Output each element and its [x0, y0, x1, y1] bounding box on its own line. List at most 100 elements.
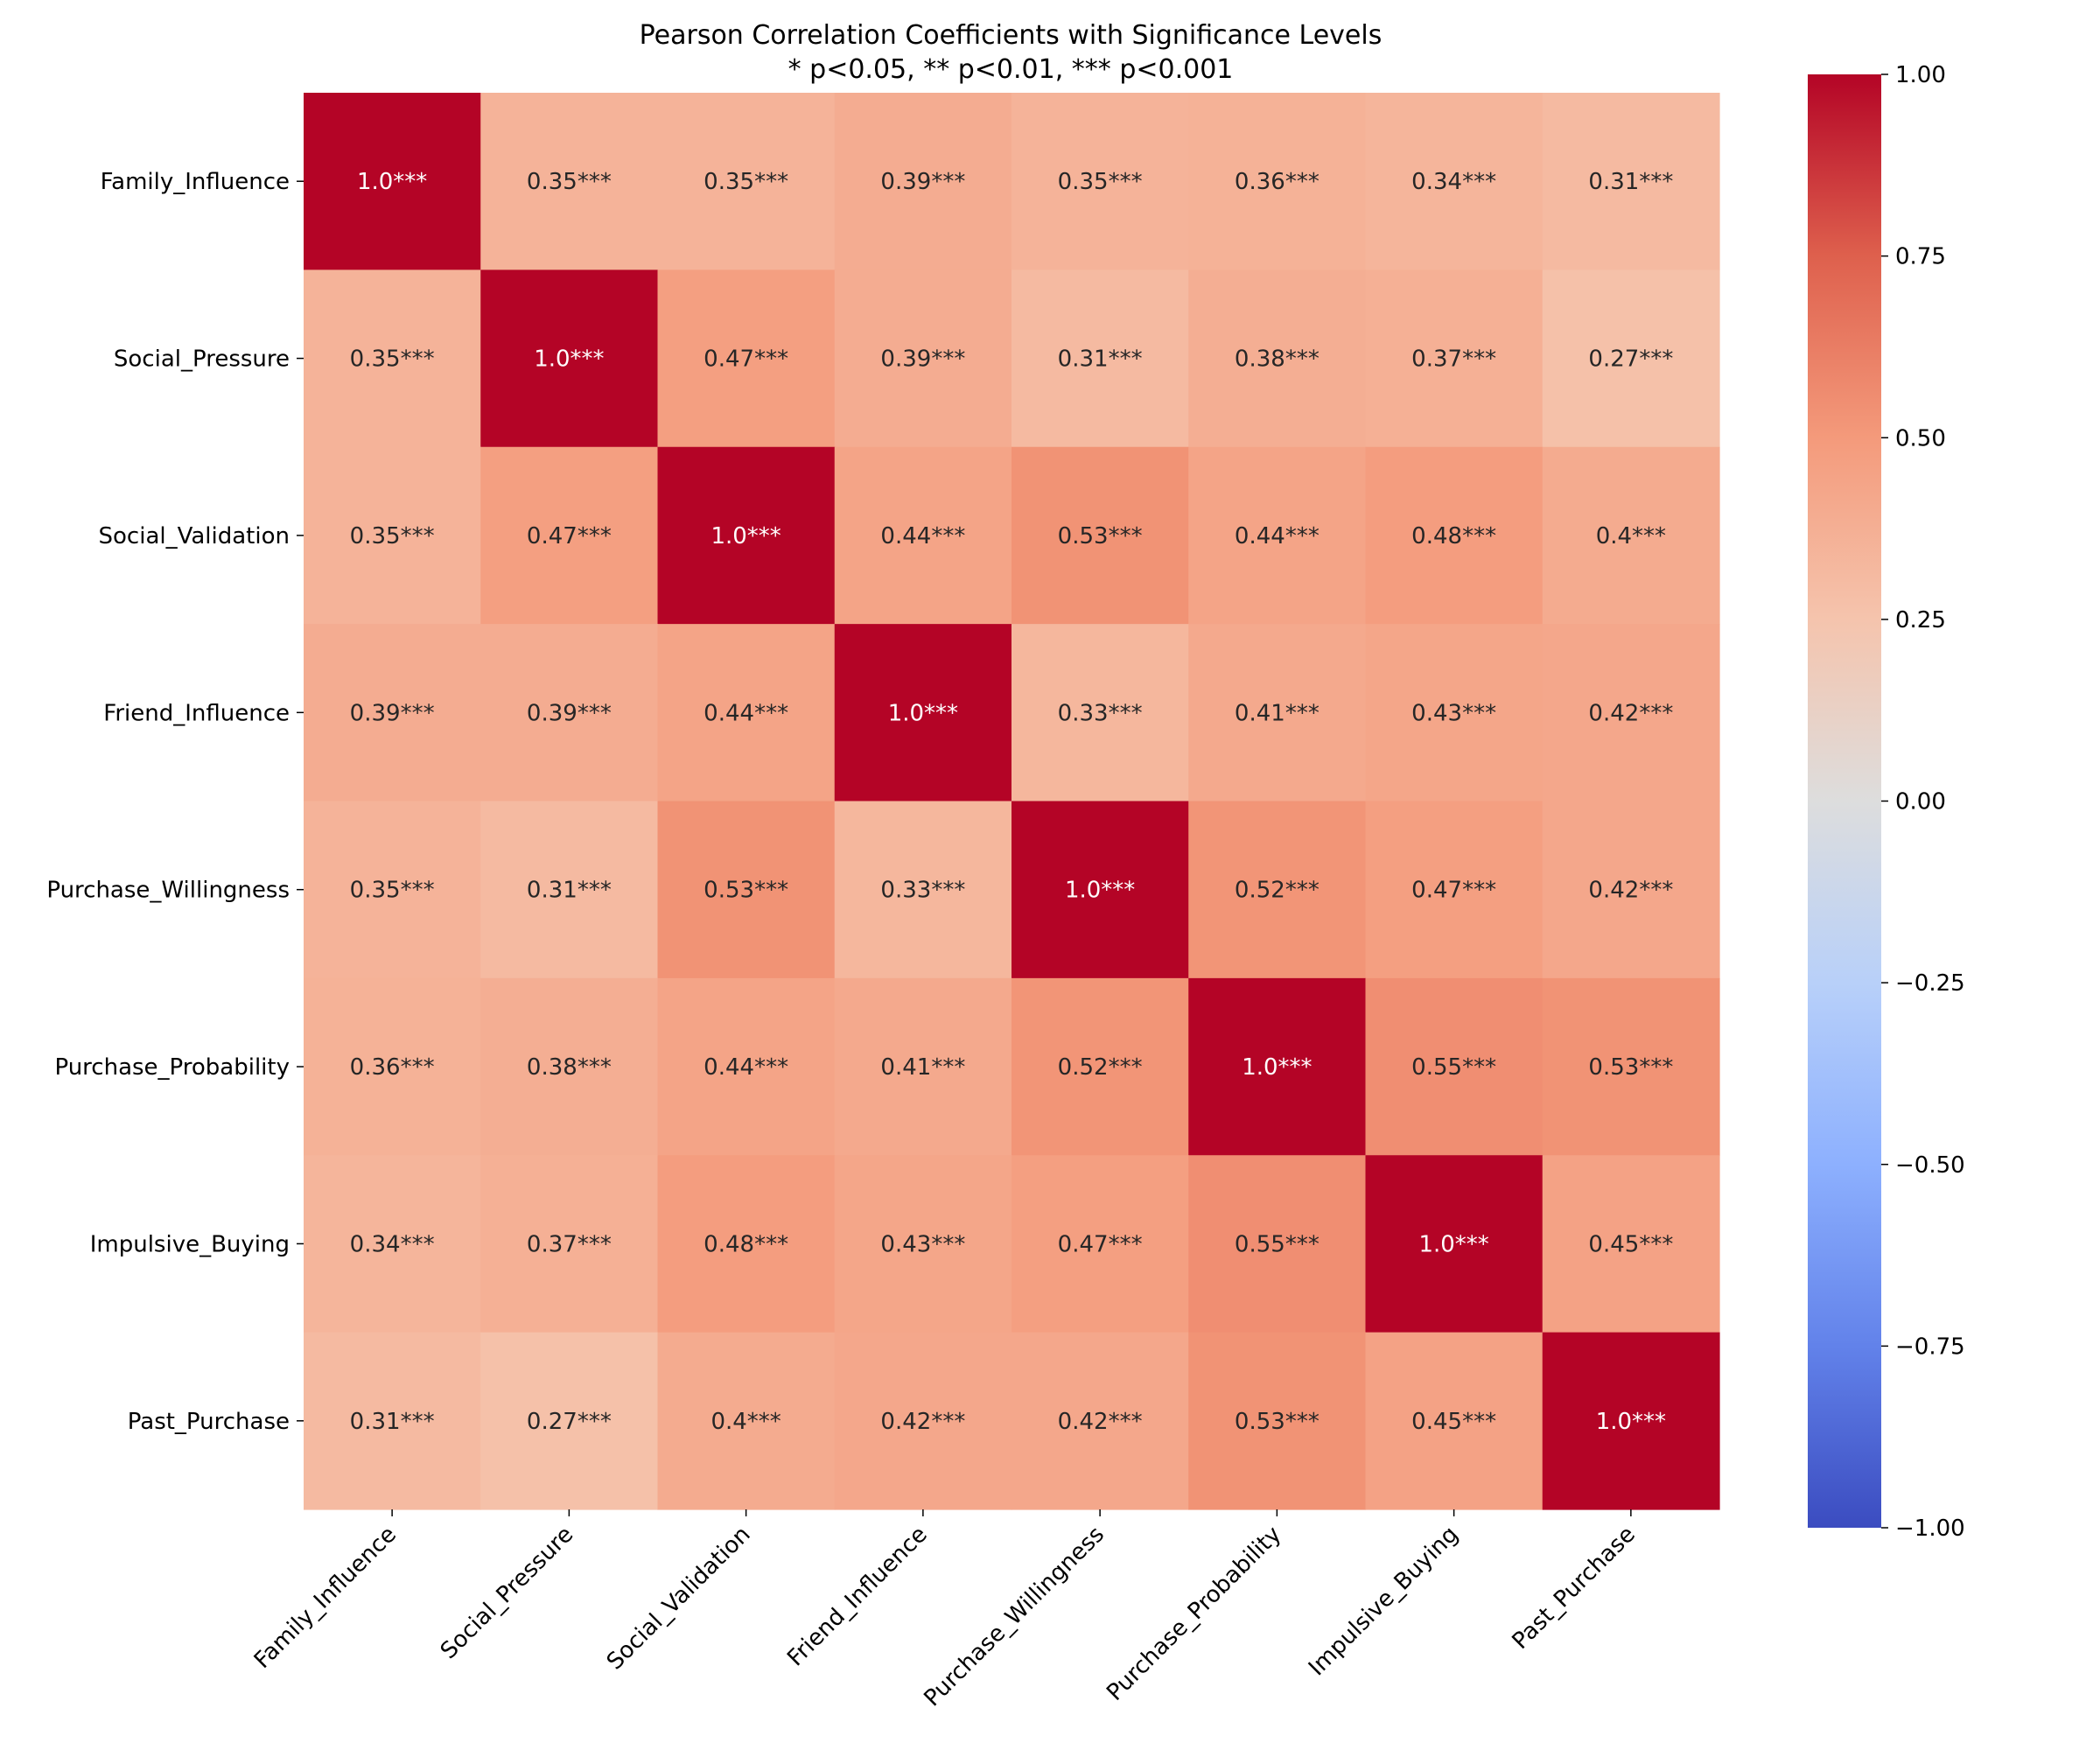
- heatmap-cell: [1012, 270, 1189, 448]
- cell-annotation: 0.27***: [527, 1409, 612, 1435]
- colorbar-tick-label: 0.00: [1895, 789, 1946, 816]
- heatmap-cell: [1012, 93, 1189, 270]
- cell-annotation: 1.0***: [888, 700, 958, 726]
- heatmap-cell: [480, 1332, 659, 1510]
- colorbar-tick-label: −0.50: [1895, 1152, 1965, 1179]
- heatmap-cell: [304, 801, 481, 979]
- cell-annotation: 0.31***: [527, 878, 612, 904]
- heatmap-cell: [480, 1155, 659, 1334]
- heatmap-cell: [1188, 446, 1367, 625]
- heatmap-cell: [304, 977, 481, 1156]
- heatmap-cell: [1542, 270, 1720, 448]
- colorbar-tick-label: 0.25: [1895, 607, 1946, 634]
- heatmap-cell: [1365, 977, 1544, 1156]
- heatmap-cell: [834, 270, 1012, 448]
- cell-annotation: 0.43***: [1411, 700, 1496, 726]
- heatmap-cell: [1012, 1332, 1189, 1510]
- heatmap-cell: [1188, 1332, 1367, 1510]
- cell-annotation: 0.53***: [1058, 523, 1143, 550]
- y-tick-label: Impulsive_Buying: [90, 1231, 290, 1257]
- cell-annotation: 0.27***: [1588, 346, 1673, 373]
- heatmap-cell: [304, 624, 481, 802]
- cell-annotation: 0.55***: [1235, 1231, 1320, 1257]
- heatmap-cell: [480, 801, 659, 979]
- heatmap-cell: [1542, 801, 1720, 979]
- heatmap-cell: [480, 977, 659, 1156]
- cell-annotation: 0.35***: [1058, 169, 1143, 195]
- cell-annotation: 0.37***: [1411, 346, 1496, 373]
- cell-annotation: 0.35***: [350, 346, 435, 373]
- cell-annotation: 0.45***: [1588, 1231, 1673, 1257]
- heatmap-cell: [657, 624, 836, 802]
- heatmap-cell: [1188, 624, 1367, 802]
- colorbar-gradient: [1808, 74, 1881, 1528]
- heatmap-cell: [480, 446, 659, 625]
- x-axis: Family_Influence Social_Pressure Social_Va…: [249, 1509, 1641, 1712]
- heatmap-cell: [657, 270, 836, 448]
- cell-annotation: 1.0***: [1065, 878, 1135, 904]
- heatmap-cell: [834, 977, 1012, 1156]
- cell-annotation: 0.39***: [880, 169, 965, 195]
- cell-annotation: 0.35***: [350, 878, 435, 904]
- cell-annotation: 1.0***: [1418, 1231, 1488, 1257]
- cell-annotation: 0.34***: [1411, 169, 1496, 195]
- cell-annotation: 0.52***: [1235, 878, 1320, 904]
- cell-annotation: 0.33***: [1058, 700, 1143, 726]
- heatmap-cell: [657, 1155, 836, 1334]
- heatmap-cell: [304, 270, 481, 448]
- heatmap-cell: [1365, 270, 1544, 448]
- heatmap-cell: [1542, 1155, 1720, 1334]
- heatmap-cell: [1012, 1155, 1189, 1334]
- heatmap-cell: [834, 1332, 1012, 1510]
- heatmap-cell: [1188, 801, 1367, 979]
- heatmap-cell: [1365, 93, 1544, 270]
- cell-annotation: 0.36***: [350, 1054, 435, 1081]
- cell-annotation: 0.44***: [880, 523, 965, 550]
- cell-annotation: 0.4***: [1596, 523, 1666, 550]
- cell-annotation: 0.44***: [704, 1054, 788, 1081]
- cell-annotation: 0.31***: [1588, 169, 1673, 195]
- y-tick-label: Social_Validation: [99, 523, 290, 550]
- cell-annotation: 0.55***: [1411, 1054, 1496, 1081]
- heatmap-cell: [1542, 446, 1720, 625]
- x-tick-label: Impulsive_Buying: [1304, 1522, 1464, 1682]
- cell-annotation: 0.34***: [350, 1231, 435, 1257]
- heatmap-cell: [657, 1332, 836, 1510]
- heatmap-cell: [834, 1155, 1012, 1334]
- heatmap-cell: [304, 1155, 481, 1334]
- heatmap-cell: [304, 93, 481, 270]
- cell-annotation: 1.0***: [710, 523, 780, 550]
- colorbar: 1.00 0.75 0.50 0.25 0.00 −0.25 −0.50 −0.75 −1.00: [1808, 62, 1965, 1542]
- cell-annotation: 0.42***: [1588, 700, 1673, 726]
- heatmap-cell: [657, 801, 836, 979]
- heatmap-cell: [1365, 1155, 1544, 1334]
- cell-annotation: 0.42***: [1058, 1409, 1143, 1435]
- cell-annotation: 1.0***: [534, 346, 604, 373]
- cell-annotation: 0.43***: [880, 1231, 965, 1257]
- x-tick-label: Friend_Influence: [782, 1522, 933, 1672]
- heatmap-cell: [304, 1332, 481, 1510]
- y-axis: Family_Influence Social_Pressure Social_Va…: [46, 169, 304, 1435]
- cell-annotation: 0.31***: [1058, 346, 1143, 373]
- heatmap-cell: [834, 446, 1012, 625]
- heatmap-cell: [480, 270, 659, 448]
- x-tick-label: Social_Pressure: [436, 1522, 578, 1664]
- y-tick-label: Family_Influence: [101, 169, 290, 195]
- heatmap-cell: [1188, 93, 1367, 270]
- y-tick-label: Purchase_Probability: [54, 1054, 290, 1081]
- heatmap-cell: [1012, 446, 1189, 625]
- heatmap-cell: [1542, 93, 1720, 270]
- cell-annotation: 0.53***: [1588, 1054, 1673, 1081]
- cell-annotation: 0.42***: [1588, 878, 1673, 904]
- cell-annotation: 0.52***: [1058, 1054, 1143, 1081]
- cell-annotation: 0.47***: [1058, 1231, 1143, 1257]
- heatmap-cell: [480, 93, 659, 270]
- chart-subtitle: * p<0.05, ** p<0.01, *** p<0.001: [788, 54, 1234, 85]
- y-tick-label: Friend_Influence: [103, 700, 290, 726]
- y-tick-label: Purchase_Willingness: [46, 878, 290, 904]
- cell-annotation: 0.4***: [710, 1409, 780, 1435]
- cell-annotation: 0.35***: [527, 169, 612, 195]
- cell-annotation: 0.48***: [704, 1231, 788, 1257]
- heatmap-cell: [1365, 1332, 1544, 1510]
